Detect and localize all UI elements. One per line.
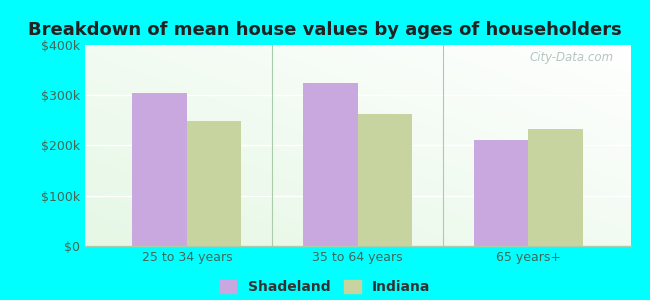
Bar [358, 114, 412, 246]
Bar [187, 122, 242, 246]
Text: City-Data.com: City-Data.com [530, 51, 614, 64]
Bar [528, 129, 583, 246]
Bar [133, 93, 187, 246]
Legend: Shadeland, Indiana: Shadeland, Indiana [214, 275, 436, 300]
Text: Breakdown of mean house values by ages of householders: Breakdown of mean house values by ages o… [28, 21, 622, 39]
Bar [473, 140, 528, 246]
Bar [303, 83, 358, 246]
